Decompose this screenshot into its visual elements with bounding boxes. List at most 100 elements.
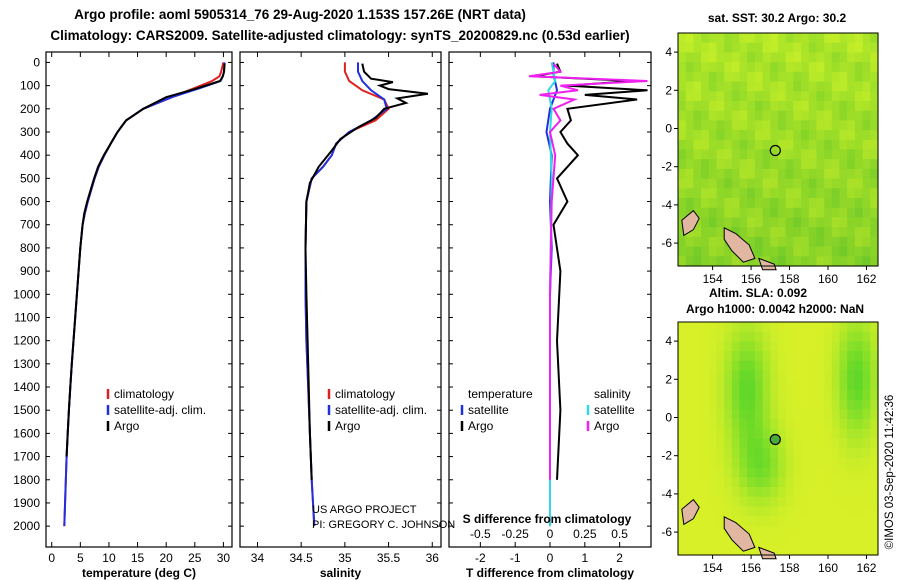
- map-cell: [747, 380, 756, 391]
- map-cell: [816, 110, 825, 121]
- map-cell: [762, 159, 771, 170]
- map-cell: [847, 448, 856, 459]
- map-cell: [762, 496, 771, 508]
- map-cell: [693, 516, 702, 527]
- map-cell: [839, 130, 848, 141]
- map-cell: [770, 487, 779, 498]
- map-cell: [731, 331, 741, 342]
- map-cell: [862, 496, 871, 508]
- map-cell: [801, 246, 810, 257]
- map-cell: [685, 120, 694, 131]
- map-cell: [793, 496, 802, 508]
- map-cell: [693, 322, 702, 333]
- series-line-s-argo: [528, 62, 648, 480]
- map-cell: [870, 198, 879, 209]
- y-tick-label: 1500: [13, 403, 40, 417]
- map-cell: [854, 188, 864, 199]
- map-cell: [831, 198, 841, 209]
- map-cell: [808, 535, 818, 546]
- map-cell: [739, 168, 748, 180]
- map-cell: [785, 178, 794, 189]
- map-cell: [801, 236, 810, 248]
- map-cell: [847, 246, 856, 257]
- map-cell: [862, 419, 871, 430]
- map-cell: [708, 428, 718, 440]
- map-cell: [854, 236, 864, 248]
- map-cell: [693, 62, 702, 73]
- y-tick-label: 0: [665, 121, 672, 135]
- map-cell: [824, 457, 833, 469]
- map-cell: [762, 178, 771, 189]
- map-cell: [739, 120, 748, 131]
- map-cell: [708, 33, 718, 44]
- map-cell: [824, 101, 833, 112]
- map-cell: [862, 227, 871, 238]
- map-cell: [854, 198, 864, 209]
- map-cell: [685, 487, 694, 498]
- map-cell: [862, 448, 871, 459]
- map-cell: [793, 256, 802, 267]
- map-cell: [793, 399, 802, 410]
- map-cell: [854, 168, 864, 180]
- map-cell: [678, 178, 687, 189]
- map-cell: [793, 525, 802, 537]
- map-cell: [839, 168, 848, 180]
- y-tick-label: 1400: [13, 380, 40, 394]
- map-cell: [862, 487, 871, 498]
- map-cell: [747, 178, 756, 189]
- map-cell: [870, 438, 879, 449]
- map-cell: [678, 246, 687, 257]
- map-cell: [762, 535, 771, 546]
- map-cell: [778, 448, 787, 459]
- map-cell: [754, 409, 764, 420]
- map-cell: [716, 467, 725, 478]
- map-cell: [724, 428, 733, 440]
- map-cell: [770, 516, 779, 527]
- map-cell: [793, 110, 802, 121]
- map-cell: [739, 71, 748, 83]
- map-cell: [762, 390, 771, 401]
- map-cell: [708, 188, 718, 199]
- map-cell: [793, 390, 802, 401]
- map-cell: [747, 525, 756, 537]
- map-cell: [831, 178, 841, 189]
- map-cell: [785, 91, 794, 102]
- map-cell: [678, 438, 687, 449]
- map-cell: [862, 101, 871, 112]
- map-cell: [731, 428, 741, 440]
- map-cell: [870, 545, 879, 556]
- map-cell: [708, 535, 718, 546]
- map-cell: [808, 448, 818, 459]
- map-cell: [708, 207, 718, 219]
- map-cell: [793, 380, 802, 391]
- map-cell: [762, 188, 771, 199]
- map-cell: [831, 496, 841, 508]
- map-cell: [854, 525, 864, 537]
- map-cell: [685, 256, 694, 267]
- map-cell: [708, 110, 718, 121]
- map-cell: [862, 535, 871, 546]
- map-cell: [747, 217, 756, 228]
- map-cell: [854, 110, 864, 121]
- map-cell: [785, 71, 794, 83]
- map-cell: [693, 256, 702, 267]
- map-cell: [785, 535, 794, 546]
- map-cell: [785, 390, 794, 401]
- map-cell: [824, 198, 833, 209]
- map-cell: [870, 322, 879, 333]
- map-cell: [708, 62, 718, 73]
- map-cell: [793, 331, 802, 342]
- map-cell: [831, 71, 841, 83]
- map-cell: [847, 506, 856, 517]
- map-cell: [754, 448, 764, 459]
- legend-label: Argo: [468, 419, 494, 433]
- map-cell: [801, 506, 810, 517]
- map-cell: [754, 360, 764, 372]
- map-cell: [778, 341, 787, 352]
- map-cell: [685, 467, 694, 478]
- map-cell: [808, 207, 818, 219]
- map-cell: [808, 496, 818, 508]
- map-cell: [701, 341, 710, 352]
- map-cell: [716, 198, 725, 209]
- map-cell: [685, 168, 694, 180]
